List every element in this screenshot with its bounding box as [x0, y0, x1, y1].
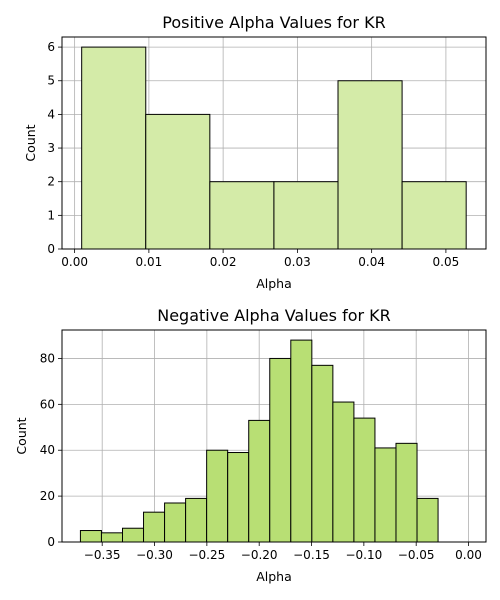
x-axis-label: Alpha: [256, 569, 292, 584]
chart-title: Positive Alpha Values for KR: [162, 13, 385, 32]
histogram-bar: [79, 530, 102, 543]
y-tick-label: 1: [47, 208, 55, 222]
y-tick-label: 4: [47, 107, 55, 121]
histogram-bar: [353, 417, 376, 543]
y-tick-label: 3: [47, 141, 55, 155]
x-axis-label: Alpha: [256, 276, 292, 291]
x-tick-label: −0.35: [84, 548, 121, 562]
axes-frame: [61, 36, 487, 250]
chart-title: Negative Alpha Values for KR: [157, 306, 391, 325]
y-tick-label: 40: [40, 443, 55, 457]
y-tick-label: 0: [47, 242, 55, 256]
histogram-bar: [164, 502, 187, 543]
histogram-bar: [185, 497, 208, 543]
x-tick-label: 0.05: [433, 255, 460, 269]
histogram-bar: [81, 46, 147, 250]
histogram-bar: [209, 181, 275, 250]
x-tick-label: −0.25: [188, 548, 225, 562]
y-tick-label: 80: [40, 351, 55, 365]
histogram-bar: [311, 364, 334, 543]
y-tick-label: 5: [47, 74, 55, 88]
histogram-bar: [248, 419, 271, 543]
histogram-bar: [332, 401, 355, 543]
histogram-bar: [145, 113, 211, 250]
histogram-bar: [395, 442, 418, 543]
y-tick-label: 20: [40, 489, 55, 503]
x-tick-label: 0.01: [136, 255, 163, 269]
histogram-bar: [121, 527, 145, 543]
x-tick-label: −0.05: [398, 548, 435, 562]
histogram-bar: [337, 80, 403, 250]
x-tick-label: 0.04: [358, 255, 385, 269]
x-tick-label: 0.00: [61, 255, 88, 269]
histogram-bar: [269, 357, 292, 543]
histogram-bar: [100, 532, 123, 543]
histogram-bar: [273, 181, 339, 250]
x-tick-label: 0.03: [284, 255, 311, 269]
histogram-bar: [374, 447, 397, 543]
histogram-bar: [401, 181, 467, 250]
y-tick-label: 6: [47, 40, 55, 54]
histogram-bar: [143, 511, 166, 543]
x-tick-label: −0.30: [136, 548, 173, 562]
x-tick-label: 0.00: [455, 548, 482, 562]
x-tick-label: 0.02: [210, 255, 237, 269]
x-tick-label: −0.20: [241, 548, 278, 562]
histogram-bar: [290, 339, 313, 543]
x-tick-label: −0.10: [345, 548, 382, 562]
histogram-bar: [206, 449, 229, 543]
y-tick-label: 0: [47, 535, 55, 549]
y-tick-label: 2: [47, 175, 55, 189]
y-axis-label: Count: [23, 124, 38, 161]
x-tick-label: −0.15: [293, 548, 330, 562]
histogram-bar: [416, 497, 439, 543]
histogram-bar: [227, 452, 250, 543]
y-axis-label: Count: [14, 417, 29, 454]
axes-frame: [61, 329, 487, 543]
y-tick-label: 60: [40, 397, 55, 411]
positive-alpha-histogram: 0.00 0.01 0.02 0.03 0.04 0.05 0 1 2 3 4 5 6 Positive …: [23, 13, 487, 291]
negative-alpha-histogram: −0.35 −0.30 −0.25 −0.20 −0.15 −0.10 −0.05 0.00 0…: [14, 306, 487, 584]
